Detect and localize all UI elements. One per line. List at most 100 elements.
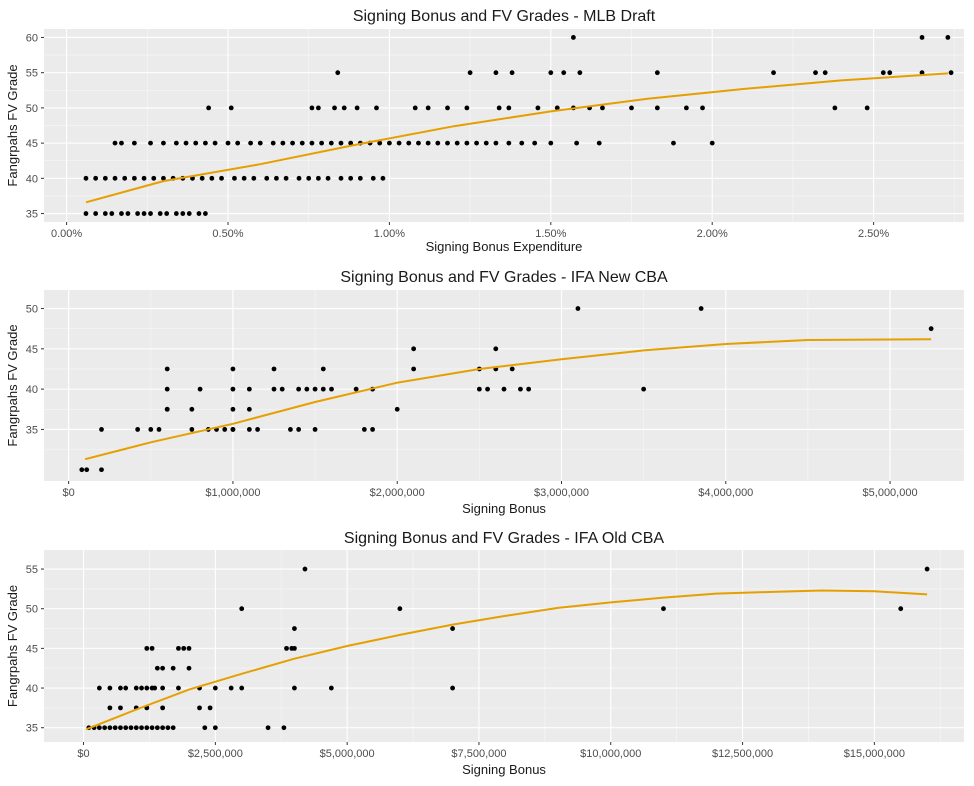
data-point (149, 725, 155, 731)
data-point (246, 427, 252, 432)
data-point (312, 386, 318, 392)
data-point (641, 386, 647, 392)
data-point (230, 366, 236, 372)
data-point (600, 105, 605, 111)
data-point (361, 427, 367, 432)
data-point (180, 211, 186, 216)
data-point (173, 140, 179, 146)
data-point (164, 366, 170, 372)
data-point (320, 366, 326, 372)
data-point (225, 140, 231, 146)
data-point (357, 175, 363, 181)
data-point (445, 140, 450, 146)
data-point (206, 105, 212, 111)
data-point (141, 211, 147, 216)
data-point (296, 386, 302, 392)
x-tick-label: $15,000,000 (844, 748, 905, 760)
data-point (199, 175, 205, 181)
x-tick-label: $12,500,000 (712, 748, 773, 760)
data-point (156, 427, 162, 432)
data-point (96, 685, 102, 691)
data-point (296, 175, 302, 181)
x-tick-label: 0.00% (51, 228, 82, 240)
data-point (575, 306, 581, 311)
data-point (228, 105, 234, 111)
chart-title: Signing Bonus and FV Grades - MLB Draft (353, 8, 656, 25)
data-point (255, 427, 260, 432)
data-point (864, 105, 870, 111)
data-point (329, 386, 334, 392)
data-point (283, 175, 289, 181)
data-point (519, 140, 525, 146)
data-point (397, 606, 403, 612)
data-point (152, 685, 158, 691)
data-point (822, 70, 828, 76)
x-tick-label: $7,500,000 (451, 748, 506, 760)
data-point (183, 140, 189, 146)
data-point (107, 685, 113, 691)
data-point (425, 140, 431, 146)
data-point (335, 70, 341, 76)
data-point (160, 705, 166, 711)
data-point (197, 386, 203, 392)
data-point (299, 140, 305, 146)
data-point (341, 105, 347, 111)
data-point (246, 386, 252, 392)
x-tick-label: $10,000,000 (580, 748, 641, 760)
data-point (164, 211, 170, 216)
data-point (186, 211, 192, 216)
data-point (509, 70, 515, 76)
data-point (248, 140, 253, 146)
data-point (292, 626, 297, 631)
data-point (325, 175, 331, 181)
data-point (148, 211, 153, 216)
data-point (102, 725, 108, 731)
data-point (532, 140, 538, 146)
data-point (207, 705, 213, 711)
plot-panel-background (44, 550, 964, 742)
data-point (149, 645, 155, 651)
data-point (112, 140, 118, 146)
x-tick-label: 2.50% (858, 228, 889, 240)
data-point (212, 140, 218, 146)
data-point (493, 140, 499, 146)
x-tick-label: 1.50% (535, 228, 566, 240)
data-point (493, 346, 499, 352)
data-point (173, 211, 179, 216)
data-point (230, 427, 236, 432)
data-point (170, 665, 176, 671)
data-point (526, 386, 532, 392)
y-tick-label: 50 (26, 103, 38, 115)
data-point (887, 70, 893, 76)
y-tick-label: 60 (26, 32, 38, 44)
data-point (239, 606, 245, 612)
data-point (476, 386, 482, 392)
data-point (548, 70, 554, 76)
data-point (309, 105, 315, 111)
data-point (654, 105, 660, 111)
data-point (144, 645, 150, 651)
data-point (164, 406, 170, 412)
y-axis-label: Fangrpahs FV Grade (5, 64, 20, 186)
data-point (450, 626, 455, 631)
data-point (202, 725, 208, 731)
data-point (374, 105, 379, 111)
data-point (251, 175, 257, 181)
data-point (577, 70, 583, 76)
data-point (698, 306, 704, 311)
data-point (119, 140, 124, 146)
y-tick-label: 40 (26, 384, 38, 396)
data-point (302, 566, 308, 572)
data-point (165, 725, 171, 731)
data-point (123, 685, 129, 691)
data-point (328, 685, 334, 691)
data-point (454, 140, 460, 146)
data-point (450, 685, 455, 691)
data-point (281, 725, 287, 731)
data-point (315, 175, 321, 181)
data-point (102, 211, 108, 216)
data-point (296, 427, 302, 432)
data-point (193, 140, 199, 146)
data-point (239, 685, 245, 691)
